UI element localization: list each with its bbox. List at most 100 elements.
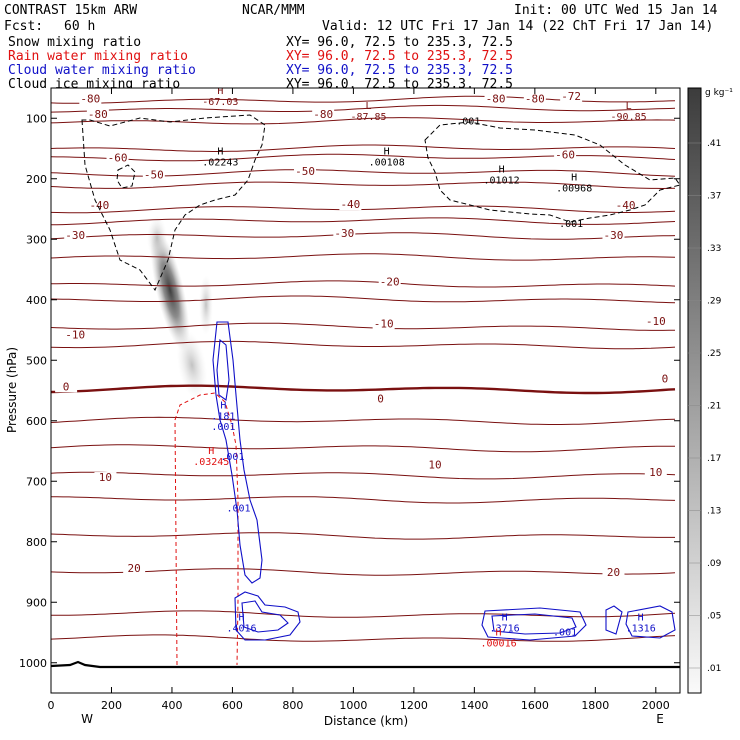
temperature-label: 20: [128, 562, 141, 575]
temperature-label-bg: [94, 472, 117, 484]
snow-lower: [176, 330, 208, 400]
extremum-value: .00968: [556, 184, 592, 195]
temperature-contour: [51, 144, 676, 152]
colorbar-tick-label: .29: [707, 297, 722, 307]
y-tick-label: 900: [26, 596, 47, 609]
extremum-value: -90.85: [611, 112, 647, 123]
init-time: Init: 00 UTC Wed 15 Jan 14: [514, 3, 718, 18]
temperature-label: -50: [144, 169, 164, 182]
colorbar-tick-label: .09: [707, 559, 722, 569]
y-tick-label: 500: [26, 354, 47, 367]
cloud-ice-contour-small: [116, 164, 136, 189]
east-label: E: [656, 712, 664, 726]
temperature-label: -80: [88, 108, 108, 121]
y-tick-label: 100: [26, 112, 47, 125]
temperature-label: -40: [616, 199, 636, 212]
colorbar-tick-label: .37: [707, 192, 721, 202]
temperature-label: -60: [555, 149, 575, 162]
temperature-label-bg: [64, 329, 87, 341]
contour-value-labels: .001 .001 .001 .001 .001 .001: [211, 116, 583, 638]
cloud-water-contour-upper: [212, 321, 263, 584]
temperature-contour: [51, 496, 676, 504]
cloud-water-contour-east-2: [625, 605, 676, 639]
temperature-label-bg: [123, 562, 146, 574]
temperature-label-bg: [644, 467, 667, 479]
extrema-labels: H-67.03 L-87.85L-90.85H.02243H.00108H.010…: [193, 86, 656, 650]
extremum-value: -67.03: [202, 97, 238, 108]
temperature-label-bg: [333, 228, 356, 240]
extremum-kind: H: [217, 86, 223, 97]
temperature-label-bg: [294, 165, 317, 177]
cloud-ice-contour-east: [424, 121, 680, 223]
temperature-label: -80: [313, 108, 333, 121]
cloud-water-contour-east-inner: [491, 613, 577, 635]
colorbar-tick-label: .33: [707, 244, 721, 254]
temperature-contour: [51, 444, 675, 453]
snow-upper: [147, 216, 167, 260]
temperature-label-bg: [372, 318, 395, 330]
temperature-label: -80: [486, 92, 506, 105]
x-tick-label: 1600: [521, 699, 549, 712]
temperature-contour: [51, 471, 676, 480]
cloud-water-contour-inner: [216, 338, 230, 401]
temperature-label: -10: [65, 328, 85, 341]
extremum-kind: H: [499, 165, 505, 176]
west-label: W: [81, 712, 93, 726]
extremum-value: .3716: [490, 623, 520, 634]
colorbar-tick-label: .05: [707, 612, 721, 622]
fcst-label: Fcst:: [4, 19, 43, 34]
extremum-value: -87.85: [350, 112, 386, 123]
y-axis-label: Pressure (hPa): [5, 347, 19, 433]
x-tick-label: 800: [282, 699, 303, 712]
snow-core: [150, 229, 190, 351]
x-tick-label: 1400: [460, 699, 488, 712]
temperature-label: -10: [374, 317, 394, 330]
temperature-label-bg: [339, 199, 362, 211]
model-title: CONTRAST 15km ARW: [4, 3, 137, 18]
extremum-kind: H: [502, 612, 508, 623]
contour-value-label: .001: [211, 422, 235, 433]
legend: Snow mixing ratio XY= 96.0, 72.5 to 235.3…: [8, 35, 513, 92]
extremum-value: .4016: [226, 623, 256, 634]
temperature-contour: [51, 117, 676, 125]
extremum-kind: H: [638, 612, 644, 623]
temperature-contour: [51, 416, 676, 425]
temperature-contour: [51, 181, 676, 190]
contour-value-label: .001: [559, 219, 583, 230]
colorbar-tick-label: .25: [707, 349, 721, 359]
extremum-kind: L: [366, 101, 372, 112]
x-tick-label: 400: [161, 699, 182, 712]
temperature-label-bg: [484, 93, 507, 105]
x-tick-label: 1200: [400, 699, 428, 712]
temperature-contour: [51, 634, 676, 642]
extremum-value: .00108: [369, 158, 405, 169]
temperature-contour: [51, 232, 676, 240]
temperature-label: 10: [99, 471, 112, 484]
contour-value-label: .001: [553, 628, 577, 639]
temperature-label-bg: [369, 393, 392, 405]
y-tick-label: 200: [26, 173, 47, 186]
temperature-label-bg: [424, 459, 447, 471]
legend-name-0: Snow mixing ratio: [8, 35, 141, 50]
x-tick-label: 0: [48, 699, 55, 712]
extremum-kind: H: [208, 446, 214, 457]
extremum-kind: H: [384, 147, 390, 158]
temperature-label: 20: [607, 566, 620, 579]
snow-shading: [147, 216, 213, 400]
extremum-kind: L: [626, 101, 632, 112]
temperature-label-bg: [560, 90, 583, 102]
temperature-label: -80: [525, 92, 545, 105]
colorbar-unit: g kg⁻¹: [705, 88, 733, 98]
terrain-surface: [51, 660, 680, 669]
colorbar-tick-label: .17: [707, 454, 721, 464]
cloud-water-contour-far-east: [605, 605, 623, 635]
temperature-label: -72: [561, 90, 581, 103]
colorbar-ramp: [687, 87, 702, 694]
extremum-value: .1316: [626, 623, 656, 634]
y-tick-label: 300: [26, 233, 47, 246]
y-tick-label: 600: [26, 415, 47, 428]
plot-frame: [50, 87, 681, 694]
temperature-contour: [51, 384, 676, 395]
extremum-value: .03245: [193, 457, 229, 468]
